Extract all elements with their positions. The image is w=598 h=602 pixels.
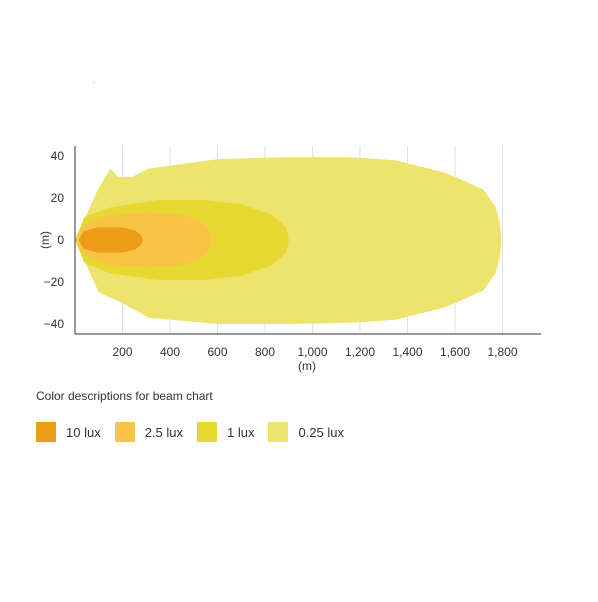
x-tick-label: 1,600 xyxy=(440,345,470,359)
legend-label: 0.25 lux xyxy=(298,424,345,440)
beam-chart: 200 400 600 800 1,000 1,200 1,400 1,600 1,800 40… xyxy=(38,146,541,373)
legend-item: 10 lux xyxy=(36,422,101,442)
legend-swatch xyxy=(268,422,289,442)
legend-swatch xyxy=(114,422,135,442)
y-tick-label: −20 xyxy=(44,275,65,289)
y-tick-label: −40 xyxy=(44,317,65,331)
x-tick-label: 600 xyxy=(207,345,227,359)
legend-item: 0.25 lux xyxy=(268,422,344,442)
stray-mark: . xyxy=(93,76,96,85)
legend-label: 2.5 lux xyxy=(144,424,184,440)
legend-swatch xyxy=(36,422,56,442)
x-tick-label: 1,400 xyxy=(392,345,422,359)
legend-caption: Color descriptions for beam chart xyxy=(36,389,213,403)
x-tick-label: 1,200 xyxy=(345,345,375,359)
x-axis-title: (m) xyxy=(298,359,316,373)
legend-swatch xyxy=(197,422,218,442)
y-tick-label: 20 xyxy=(51,191,65,205)
x-tick-labels: 200 400 600 800 1,000 1,200 1,400 1,600 1,800 xyxy=(112,345,517,359)
legend-item: 2.5 lux xyxy=(114,422,184,442)
y-tick-label: 0 xyxy=(57,233,64,247)
x-tick-label: 400 xyxy=(160,345,180,359)
y-tick-labels: 40 20 0 −20 −40 xyxy=(44,149,65,331)
x-tick-label: 1,800 xyxy=(487,345,517,359)
axes xyxy=(74,146,541,335)
x-tick-label: 800 xyxy=(255,345,275,359)
beam-area-10lux xyxy=(78,227,143,253)
y-tick-label: 40 xyxy=(51,149,65,163)
x-tick-label: 1,000 xyxy=(297,345,327,359)
beam-areas xyxy=(75,157,502,324)
legend: 10 lux 2.5 lux 1 lux 0.25 lux xyxy=(36,422,358,442)
legend-label: 10 lux xyxy=(66,424,101,440)
y-axis-title: (m) xyxy=(38,231,52,249)
x-tick-label: 200 xyxy=(112,345,132,359)
beam-area-2-5lux xyxy=(75,212,212,268)
legend-item: 1 lux xyxy=(197,422,254,442)
legend-label: 1 lux xyxy=(227,424,255,440)
